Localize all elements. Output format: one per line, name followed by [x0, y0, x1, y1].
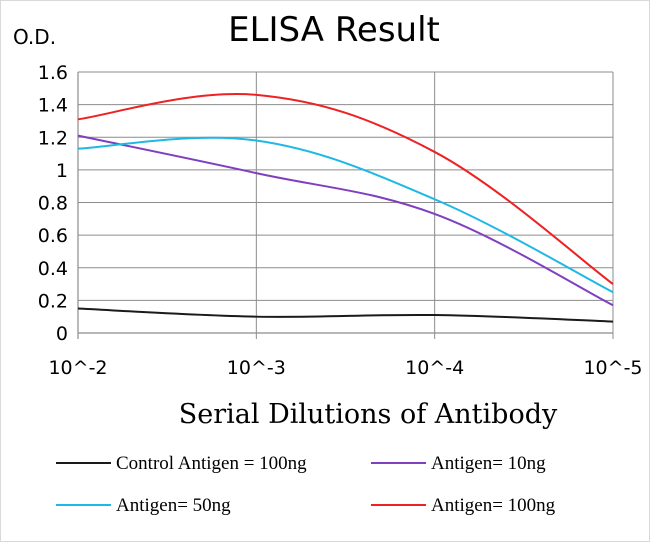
y-tick-label: 0.8: [38, 193, 68, 215]
legend-item: Control Antigen = 100ng: [56, 453, 307, 474]
x-axis-label: Serial Dilutions of Antibody: [179, 399, 558, 430]
legend-item: Antigen= 10ng: [371, 453, 546, 474]
legend: Control Antigen = 100ng Antigen= 10ng Anti…: [56, 453, 556, 516]
x-tick-label: 10^-5: [583, 357, 642, 379]
series-lines: [77, 93, 614, 323]
y-tick-labels: 0 0.2 0.4 0.6 0.8 1 1.2 1.4 1.6: [38, 62, 68, 345]
legend-label: Control Antigen = 100ng: [116, 453, 307, 474]
y-tick-label: 1.4: [38, 95, 68, 117]
series-group: [77, 307, 614, 323]
legend-item: Antigen= 50ng: [56, 495, 231, 516]
legend-label: Antigen= 10ng: [431, 453, 546, 474]
y-tick-label: 0.2: [38, 290, 68, 312]
series-line: [77, 136, 614, 294]
x-tick-label: 10^-3: [227, 357, 286, 379]
y-tick-label: 0.6: [38, 225, 68, 247]
y-tick-label: 0: [56, 323, 68, 345]
x-tick-label: 10^-4: [405, 357, 464, 379]
series-line: [77, 307, 614, 323]
y-tick-label: 1.6: [38, 62, 68, 84]
x-tick-label: 10^-2: [48, 357, 107, 379]
series-group: [77, 136, 614, 294]
y-tick-label: 1: [56, 160, 68, 182]
series-line: [77, 134, 614, 307]
series-group: [77, 134, 614, 307]
legend-label: Antigen= 100ng: [431, 495, 556, 516]
legend-label: Antigen= 50ng: [116, 495, 231, 516]
chart-title: ELISA Result: [228, 10, 440, 50]
y-tick-label: 1.2: [38, 127, 68, 149]
grid-lines: [77, 71, 614, 339]
y-axis-label: O.D.: [13, 25, 56, 49]
x-tick-labels: 10^-2 10^-3 10^-4 10^-5: [48, 357, 642, 379]
y-tick-label: 0.4: [38, 258, 68, 280]
series-line: [77, 93, 614, 285]
legend-item: Antigen= 100ng: [371, 495, 556, 516]
series-group: [77, 93, 614, 285]
